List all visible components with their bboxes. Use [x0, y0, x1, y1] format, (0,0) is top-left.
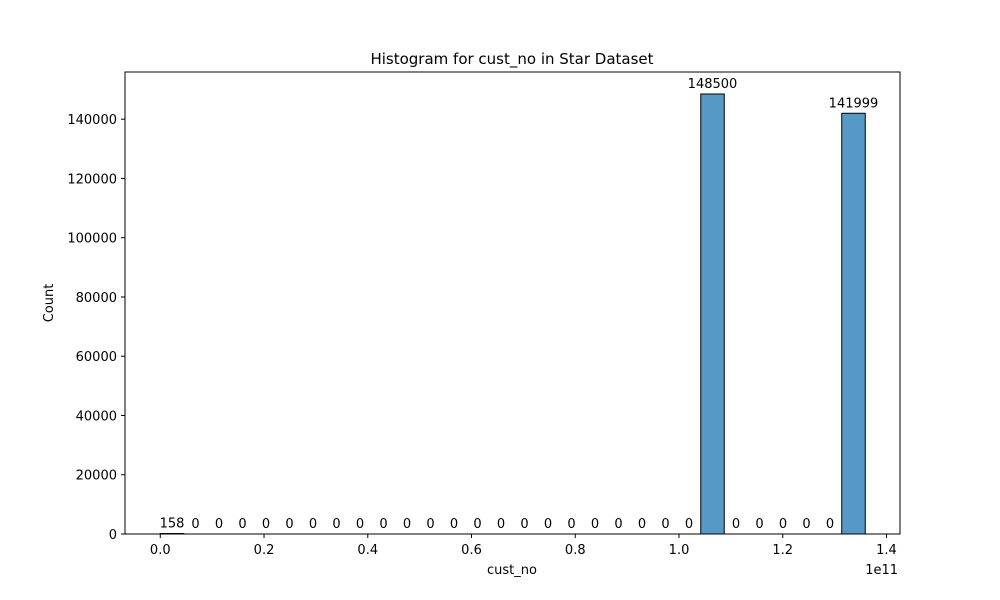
bar-value-label: 0	[661, 517, 669, 532]
bar-value-label: 0	[591, 517, 599, 532]
bar-value-label: 141999	[829, 96, 879, 111]
bar-value-label: 0	[802, 517, 810, 532]
x-tick-label: 0.4	[357, 543, 378, 558]
bar-value-label: 0	[450, 517, 458, 532]
bar-value-label: 0	[473, 517, 481, 532]
bar-value-label: 0	[826, 517, 834, 532]
bar-value-label: 0	[567, 517, 575, 532]
bar-value-label: 0	[520, 517, 528, 532]
bar-value-label: 0	[191, 517, 199, 532]
x-tick-label: 0.6	[461, 543, 482, 558]
x-tick-label: 0.8	[565, 543, 586, 558]
bar-value-label: 0	[614, 517, 622, 532]
y-tick-label: 0	[109, 528, 117, 543]
bar-value-label: 0	[379, 517, 387, 532]
bar-value-label: 148500	[688, 77, 738, 92]
y-axis: 0 20000 40000 60000 80000 100000 120000 140000	[67, 113, 125, 543]
x-tick-label: 0.0	[150, 543, 171, 558]
x-tick-label: 0.2	[254, 543, 275, 558]
bar-value-label: 0	[285, 517, 293, 532]
histogram-bar	[841, 112, 866, 535]
bar-value-label: 0	[685, 517, 693, 532]
bar-value-label: 0	[544, 517, 552, 532]
y-tick-label: 80000	[76, 291, 117, 306]
y-tick-label: 40000	[76, 409, 117, 424]
bar-value-label: 0	[426, 517, 434, 532]
y-axis-label: Count	[42, 284, 57, 323]
x-axis: 0.0 0.2 0.4 0.6 0.8 1.0 1.2 1.4	[150, 534, 897, 558]
bar-value-label: 158	[160, 517, 185, 532]
bar-value-label: 0	[497, 517, 505, 532]
y-tick-label: 100000	[67, 232, 117, 247]
bar-value-label: 0	[332, 517, 340, 532]
y-tick-label: 140000	[67, 113, 117, 128]
x-tick-label: 1.0	[669, 543, 690, 558]
bar-value-label: 0	[215, 517, 223, 532]
bars-layer	[159, 93, 866, 535]
histogram-bar	[700, 93, 725, 535]
bar-value-label: 0	[238, 517, 246, 532]
bar-value-label: 0	[779, 517, 787, 532]
x-axis-offset-text: 1e11	[865, 563, 898, 578]
chart-title: Histogram for cust_no in Star Dataset	[370, 50, 653, 69]
x-axis-label: cust_no	[487, 563, 537, 578]
bar-value-label: 0	[356, 517, 364, 532]
y-tick-label: 120000	[67, 172, 117, 187]
x-tick-label: 1.2	[772, 543, 793, 558]
bar-value-label: 0	[755, 517, 763, 532]
bar-value-label: 0	[638, 517, 646, 532]
bar-value-label: 0	[403, 517, 411, 532]
bar-value-label: 0	[262, 517, 270, 532]
bar-value-label: 0	[732, 517, 740, 532]
y-tick-label: 20000	[76, 469, 117, 484]
x-tick-label: 1.4	[876, 543, 897, 558]
plot-area-frame	[124, 71, 901, 535]
y-tick-label: 60000	[76, 350, 117, 365]
bar-value-label: 0	[309, 517, 317, 532]
